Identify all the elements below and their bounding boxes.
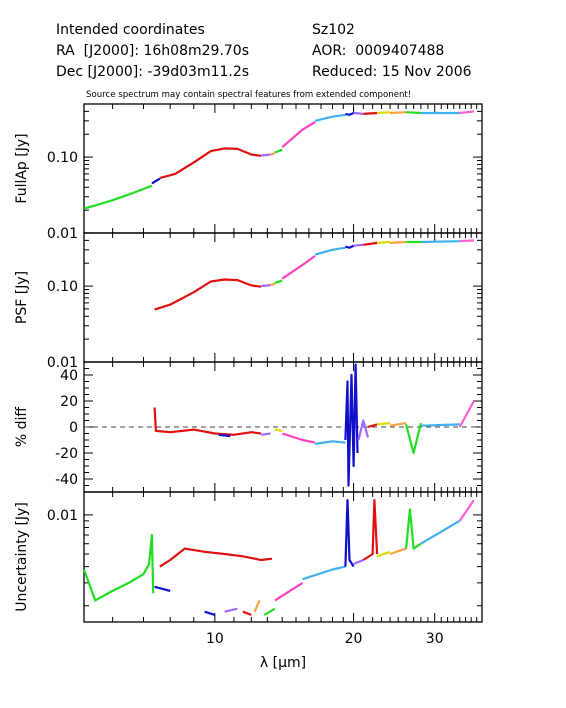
- spectrum-series-psf: [377, 240, 391, 244]
- y-tick-label: -20: [55, 446, 78, 462]
- spectrum-series-unc: [362, 499, 379, 561]
- spectrum-series-psf: [389, 240, 407, 244]
- spectrum-series-psf: [459, 239, 474, 243]
- spectrum-series-diff: [420, 423, 460, 427]
- object-name: Sz102: [312, 22, 355, 38]
- spectrum-series-fullap: [377, 111, 391, 115]
- spectrum-series-fullap: [459, 110, 475, 115]
- spectrum-series-unc: [344, 499, 355, 568]
- y-tick-label: 0.10: [47, 150, 78, 166]
- extended-component-warning: Source spectrum may contain spectral fea…: [86, 90, 412, 100]
- spectrum-series-diff: [405, 422, 422, 455]
- spectrum-series-unc: [353, 558, 364, 565]
- spectrum-series-fullap: [281, 121, 316, 149]
- spectrum-series-psf: [353, 243, 364, 247]
- y-tick-label: -40: [55, 472, 78, 488]
- spectrum-series-psf: [363, 241, 378, 246]
- y-axis-label: PSF [Jy]: [14, 271, 30, 324]
- y-axis-label: % diff: [14, 407, 30, 448]
- x-tick-label: 20: [345, 631, 363, 647]
- spectrum-series-fullap: [274, 148, 283, 154]
- y-tick-label: 0.01: [47, 226, 78, 242]
- spectrum-series-fullap: [406, 111, 421, 115]
- spectrum-series-unc: [302, 565, 346, 581]
- spectrum-series-unc: [376, 550, 391, 558]
- spectrum-series-diff: [458, 400, 475, 428]
- panel-frame: [83, 103, 483, 234]
- spectrum-series-fullap: [260, 153, 271, 157]
- spectrum-series-fullap: [151, 177, 161, 185]
- spectrum-series-unc: [263, 607, 276, 616]
- aor-label: AOR: 0009407488: [312, 43, 445, 59]
- spectrum-series-unc: [420, 519, 461, 545]
- spectrum-series-fullap: [363, 111, 378, 115]
- spectrum-series-psf: [420, 240, 460, 244]
- spectrum-series-unc: [405, 508, 422, 550]
- ra-label: RA [J2000]: 16h08m29.70s: [56, 43, 249, 59]
- spectrum-series-diff: [357, 419, 370, 441]
- spectrum-series-diff: [376, 422, 391, 426]
- spectrum-series-diff: [389, 422, 407, 427]
- spectrum-series-diff: [274, 428, 283, 432]
- spectrum-series-unc: [458, 499, 475, 522]
- spectrum-series-diff: [153, 407, 262, 436]
- spectrum-series-psf: [314, 246, 346, 256]
- x-tick-label: 10: [206, 631, 224, 647]
- reduced-date-label: Reduced: 15 Nov 2006: [312, 64, 472, 80]
- y-tick-label: 20: [60, 394, 78, 410]
- spectrum-series-diff: [344, 363, 359, 487]
- spectrum-series-unc: [82, 533, 155, 602]
- x-tick-label: 30: [426, 631, 444, 647]
- spectrum-series-psf: [260, 284, 271, 288]
- spectrum-series-unc: [204, 610, 216, 616]
- dec-label: Dec [J2000]: -39d03m11.2s: [56, 64, 250, 80]
- spectrum-series-unc: [274, 581, 304, 602]
- spectrum-series-diff: [314, 440, 346, 445]
- intended-coordinates-label: Intended coordinates: [56, 22, 205, 38]
- y-axis-label: FullAp [Jy]: [14, 133, 30, 203]
- spectrum-series-diff: [281, 432, 316, 444]
- spectrum-series-fullap: [314, 113, 346, 122]
- spectrum-series-unc: [253, 599, 261, 613]
- spectrum-series-diff: [367, 423, 378, 429]
- spectrum-series-fullap: [353, 111, 364, 115]
- panel-frame: [83, 491, 483, 623]
- spectrum-series-unc: [154, 585, 171, 592]
- y-tick-label: 0.10: [47, 279, 78, 295]
- spectrum-series-psf: [274, 279, 283, 284]
- y-tick-label: 40: [60, 368, 78, 384]
- x-axis-label: λ [μm]: [260, 655, 306, 671]
- spectrum-series-fullap: [345, 111, 355, 116]
- spectrum-series-unc: [242, 610, 252, 616]
- spectrum-series-unc: [224, 607, 238, 613]
- spectrum-series-psf: [154, 278, 262, 311]
- spectrum-series-psf: [270, 282, 276, 287]
- spectrum-series-diff: [260, 432, 271, 436]
- spectrum-series-fullap: [159, 147, 262, 180]
- spectrum-series-diff: [218, 433, 231, 438]
- spectrum-series-psf: [281, 255, 316, 280]
- y-tick-label: 0.01: [47, 355, 78, 371]
- y-tick-label: 0: [69, 420, 78, 436]
- y-tick-label: 0.01: [47, 508, 78, 524]
- spectrum-series-fullap: [389, 111, 407, 115]
- spectrum-series-fullap: [83, 184, 153, 210]
- spectrum-series-unc: [389, 547, 407, 556]
- spectrum-series-fullap: [270, 152, 276, 156]
- spectrum-series-unc: [159, 547, 273, 568]
- y-axis-label: Uncertainty [Jy]: [14, 502, 30, 612]
- panel-frame: [83, 232, 483, 363]
- spectrum-series-psf: [345, 244, 355, 249]
